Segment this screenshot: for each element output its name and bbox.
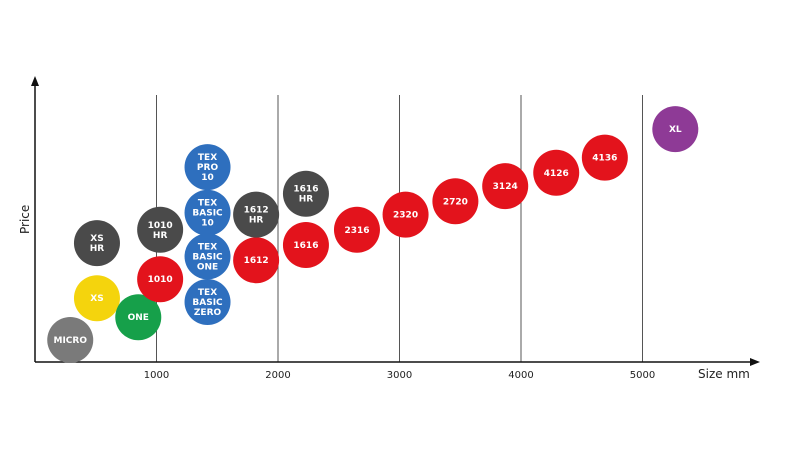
bubble-label: 1612 [244, 256, 269, 266]
bubble-point: 4136 [581, 134, 628, 181]
bubble-point: 1616 HR [282, 170, 329, 217]
bubble-point: TEX BASIC ZERO [184, 279, 231, 325]
bubble-circle [581, 134, 628, 181]
bubble-point: TEX BASIC 10 [184, 189, 231, 236]
bubble-circle [73, 275, 120, 322]
bubble-circle [184, 233, 231, 280]
bubble-circle [382, 191, 429, 238]
bubble-circle [233, 191, 280, 238]
bubble-label: TEX BASIC ONE [192, 242, 223, 272]
bubble-circle [184, 189, 231, 236]
x-tick-labels: 1000 2000 3000 4000 5000 [144, 370, 655, 381]
bubble-label: MICRO [53, 336, 87, 346]
bubble-label: 4136 [592, 154, 617, 164]
bubble-point: MICRO [47, 317, 94, 363]
bubble-circle [137, 256, 184, 303]
bubble-point: XS HR [73, 220, 120, 267]
bubble-point: 1616 [282, 222, 329, 268]
bubble-label: 3124 [493, 182, 518, 192]
bubble-point: 1612 HR [233, 191, 280, 238]
bubble-point: 2720 [432, 178, 479, 225]
y-axis-arrow [31, 76, 39, 86]
x-tick-label: 4000 [508, 370, 533, 381]
bubbles: MICRO XS XS HR ONE 1010 1010 HR TEX BASIC ZERO TEX B… [47, 106, 699, 363]
bubble-label: ONE [128, 313, 149, 323]
bubble-circle [282, 222, 329, 268]
bubble-label: XS [90, 294, 103, 304]
bubble-circle [432, 178, 479, 225]
x-tick-label: 2000 [265, 370, 290, 381]
bubble-label: 1010 [148, 275, 173, 285]
bubble-point: TEX BASIC ONE [184, 233, 231, 280]
bubble-point: 4126 [533, 149, 580, 196]
bubble-circle [184, 279, 231, 325]
bubble-circle [482, 163, 529, 210]
bubble-circle [73, 220, 120, 267]
x-tick-label: 5000 [630, 370, 655, 381]
bubble-point: 2320 [382, 191, 429, 238]
bubble-point: 1612 [233, 237, 280, 284]
bubble-label: 1612 HR [244, 206, 269, 226]
x-axis-title: Size mm [698, 367, 750, 381]
bubble-label: 1616 HR [293, 185, 318, 205]
bubble-label: XL [669, 125, 682, 135]
bubble-circle [115, 294, 162, 341]
bubble-point: XS [73, 275, 120, 322]
axes [31, 76, 760, 366]
bubble-label: TEX PRO 10 [197, 153, 219, 183]
bubble-point: ONE [115, 294, 162, 341]
bubble-label: 4126 [544, 169, 569, 179]
bubble-circle [47, 317, 94, 363]
x-tick-label: 3000 [387, 370, 412, 381]
bubble-point: 1010 HR [137, 206, 184, 253]
bubble-label: 2720 [443, 197, 468, 207]
bubble-point: TEX PRO 10 [184, 144, 231, 191]
bubble-label: TEX BASIC 10 [192, 199, 223, 229]
bubble-label: 2316 [344, 226, 369, 236]
bubble-label: 1010 HR [148, 221, 173, 241]
bubble-circle [282, 170, 329, 217]
bubble-point: 3124 [482, 163, 529, 210]
bubble-circle [652, 106, 699, 153]
bubble-point: XL [652, 106, 699, 153]
bubble-circle [533, 149, 580, 196]
bubble-label: XS HR [90, 234, 105, 254]
x-tick-label: 1000 [144, 370, 169, 381]
bubble-label: TEX BASIC ZERO [192, 288, 223, 318]
bubble-circle [333, 206, 380, 253]
bubble-circle [184, 144, 231, 191]
y-axis-title: Price [18, 205, 32, 234]
x-axis-arrow [750, 358, 760, 366]
bubble-point: 1010 [137, 256, 184, 303]
bubble-circle [137, 206, 184, 253]
bubble-point: 2316 [333, 206, 380, 253]
bubble-label: 1616 [293, 241, 318, 251]
bubble-circle [233, 237, 280, 284]
bubble-label: 2320 [393, 211, 418, 221]
